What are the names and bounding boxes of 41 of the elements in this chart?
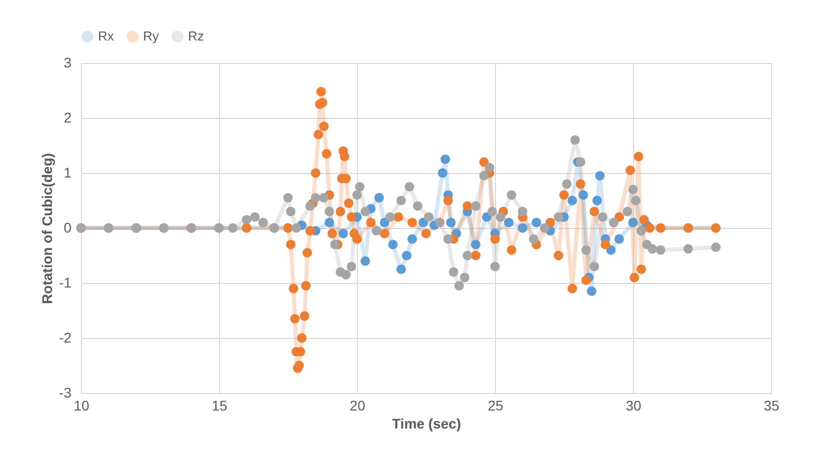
y-tick-label: -1: [59, 274, 72, 290]
point: [592, 196, 602, 206]
y-tick-label: 1: [64, 164, 72, 180]
x-tick-label: 35: [764, 398, 780, 414]
point: [360, 256, 370, 266]
point: [504, 218, 514, 228]
point: [595, 171, 605, 180]
y-axis-title: Rotation of Cubic(deg): [39, 153, 56, 304]
x-tick-label: 10: [74, 398, 90, 414]
x-tick-label: 20: [350, 398, 366, 414]
point: [446, 218, 456, 228]
y-tick-label: -2: [59, 330, 72, 346]
point: [628, 218, 638, 228]
legend-label: Rx: [98, 28, 114, 44]
x-axis-title: Time (sec): [392, 416, 461, 432]
point: [440, 154, 450, 164]
y-tick-label: 2: [64, 110, 72, 126]
point: [324, 218, 334, 228]
point: [402, 250, 412, 260]
legend-label: Rz: [188, 28, 204, 44]
x-tick-label: 15: [212, 398, 228, 414]
point: [374, 193, 384, 202]
point: [407, 234, 417, 244]
point: [438, 168, 448, 178]
x-tick-label: 30: [626, 398, 642, 414]
y-tick-label: 3: [64, 54, 72, 70]
point: [518, 223, 528, 233]
point: [586, 286, 596, 296]
point: [470, 240, 480, 250]
x-tick-label: 25: [488, 398, 504, 414]
legend-label: Ry: [143, 28, 160, 44]
y-tick-label: 0: [64, 220, 72, 236]
point: [418, 218, 428, 228]
point: [338, 228, 348, 238]
point: [568, 196, 578, 206]
y-tick-label: -3: [59, 384, 72, 400]
point: [396, 264, 406, 274]
point: [614, 234, 624, 244]
point: [532, 218, 542, 228]
point: [578, 190, 588, 200]
point: [388, 240, 398, 250]
